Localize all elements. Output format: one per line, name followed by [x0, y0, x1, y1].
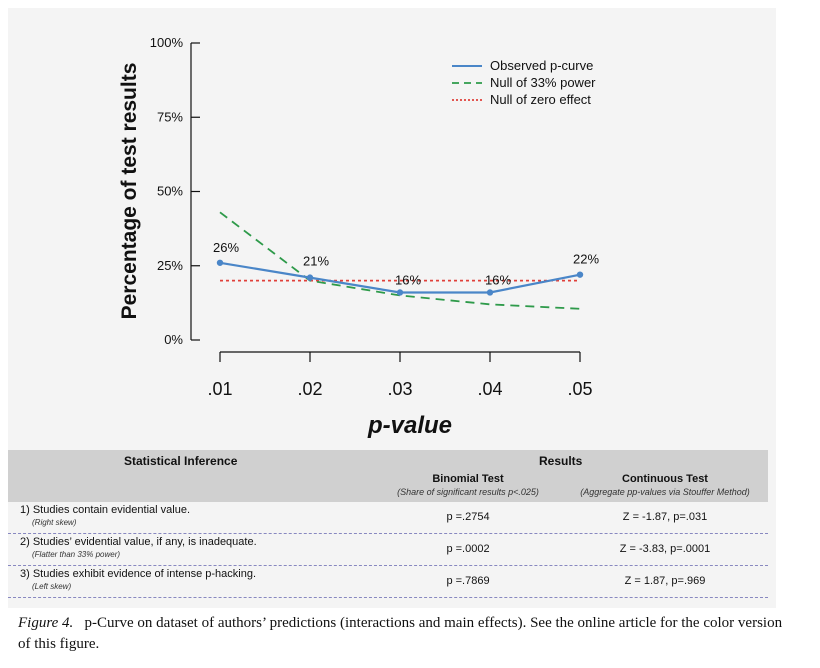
- data-label: 16%: [485, 272, 511, 287]
- row-binomial-value: p =.0002: [446, 543, 490, 555]
- figure-caption: Figure 4. p-Curve on dataset of authors’…: [18, 613, 788, 655]
- data-point: [486, 289, 494, 296]
- data-label: 16%: [395, 272, 421, 287]
- legend-label: Observed p-curve: [490, 58, 593, 73]
- caption-text: p-Curve on dataset of authors’ predictio…: [18, 615, 783, 652]
- y-tick-label: 75%: [157, 109, 183, 124]
- legend-label: Null of zero effect: [490, 92, 591, 107]
- data-label: 22%: [573, 252, 599, 267]
- table-row: 3) Studies exhibit evidence of intense p…: [8, 566, 768, 598]
- p-curve-chart: 0% 25% 50% 75% 100% .01 .02 .03 .04 .05 26% 21% 16%…: [118, 35, 599, 439]
- table-header: Statistical Inference Results Binomial T…: [8, 450, 768, 502]
- row-note: (Right skew): [32, 518, 77, 527]
- data-point: [576, 271, 584, 278]
- table-row: 2) Studies’ evidential value, if any, is…: [8, 534, 768, 566]
- y-tick-label: 50%: [157, 184, 183, 199]
- x-tick-label: .01: [207, 379, 232, 399]
- row-note: (Flatter than 33% power): [32, 550, 121, 559]
- figure-label: Figure 4.: [18, 615, 74, 631]
- row-continuous-value: Z = -1.87, p=.031: [622, 511, 708, 523]
- data-labels: 26% 21% 16% 16% 22%: [213, 240, 599, 288]
- y-tick-label: 100%: [150, 35, 184, 50]
- y-tick-label: 0%: [164, 332, 183, 347]
- series-line-null-of-33-power: [219, 211, 581, 310]
- row-note: (Left skew): [32, 582, 72, 591]
- header-results: Results: [539, 454, 583, 468]
- row-binomial-value: p =.7869: [446, 575, 490, 587]
- data-point: [216, 259, 224, 266]
- legend-label: Null of 33% power: [490, 75, 596, 90]
- x-tick-label: .03: [387, 379, 412, 399]
- data-point: [396, 289, 404, 296]
- axes: 0% 25% 50% 75% 100% .01 .02 .03 .04 .05: [150, 35, 593, 399]
- results-table: Statistical Inference Results Binomial T…: [8, 450, 768, 598]
- x-axis-title: p-value: [367, 412, 452, 439]
- header-statistical-inference: Statistical Inference: [124, 454, 238, 468]
- row-label: 1) Studies contain evidential value.: [20, 504, 190, 516]
- table-row: 1) Studies contain evidential value. (Ri…: [8, 502, 768, 534]
- x-tick-label: .05: [567, 379, 592, 399]
- data-label: 26%: [213, 240, 239, 255]
- row-label: 2) Studies’ evidential value, if any, is…: [20, 536, 257, 548]
- legend: Observed p-curve Null of 33% power Null of…: [452, 58, 596, 107]
- y-axis-title: Percentage of test results: [118, 63, 141, 320]
- data-point: [306, 274, 314, 281]
- row-binomial-value: p =.2754: [446, 511, 490, 523]
- header-binomial-note: (Share of significant results p<.025): [397, 487, 539, 497]
- y-tick-label: 25%: [157, 258, 183, 273]
- header-binomial-test: Binomial Test: [432, 473, 504, 485]
- header-continuous-test: Continuous Test: [622, 473, 708, 485]
- row-continuous-value: Z = 1.87, p=.969: [624, 575, 706, 587]
- figure-panel: 0% 25% 50% 75% 100% .01 .02 .03 .04 .05 26% 21% 16%…: [8, 8, 776, 608]
- series-lines: [216, 211, 584, 310]
- row-label: 3) Studies exhibit evidence of intense p…: [20, 568, 257, 580]
- row-continuous-value: Z = -3.83, p=.0001: [619, 543, 711, 555]
- header-continuous-note: (Aggregate pp-values via Stouffer Method…: [580, 487, 750, 497]
- data-label: 21%: [303, 254, 329, 269]
- x-tick-label: .02: [297, 379, 322, 399]
- x-tick-label: .04: [477, 379, 502, 399]
